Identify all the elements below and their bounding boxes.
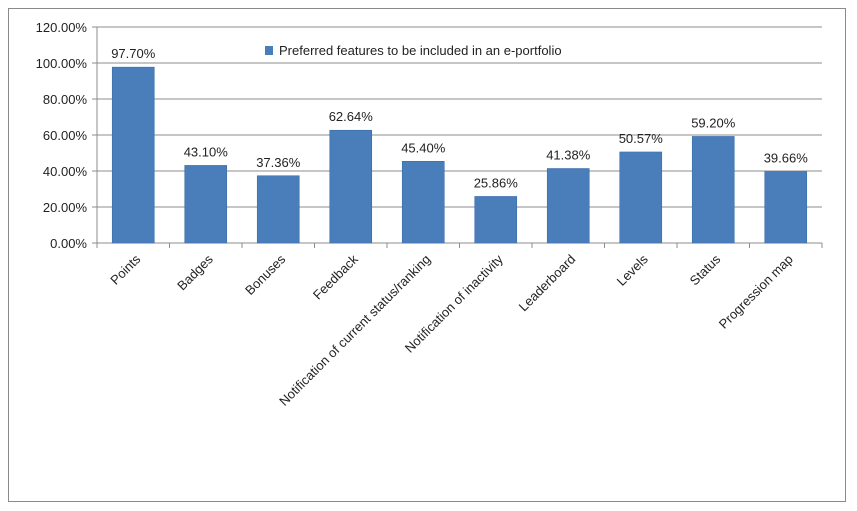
bar	[256, 175, 300, 244]
category-label: Leaderboard	[516, 252, 579, 315]
bar	[111, 66, 155, 244]
y-tick-label: 60.00%	[43, 128, 88, 143]
bars	[111, 66, 808, 244]
category-label: Status	[687, 251, 724, 288]
data-label: 45.40%	[401, 140, 446, 155]
bar	[329, 129, 373, 244]
bar	[619, 151, 663, 244]
legend-swatch	[265, 46, 273, 55]
category-labels: Points Badges Bonuses FeedbackNotification …	[107, 251, 796, 409]
data-label: 37.36%	[256, 155, 301, 170]
category-label: Notification of current status/ranking	[276, 252, 433, 409]
y-tick-label: 80.00%	[43, 92, 88, 107]
bar	[184, 165, 228, 244]
bar	[401, 160, 445, 244]
data-label: 97.70%	[111, 46, 156, 61]
category-label: Levels	[614, 251, 652, 289]
y-tick-label: 120.00%	[36, 20, 88, 35]
bar	[546, 168, 590, 244]
y-tick-label: 40.00%	[43, 164, 88, 179]
y-tick-label: 0.00%	[50, 236, 87, 251]
category-label: Badges	[174, 251, 216, 293]
bar	[691, 136, 735, 244]
category-label: Feedback	[310, 251, 361, 302]
legend-label: Preferred features to be included in an …	[279, 43, 562, 58]
y-tick-label: 20.00%	[43, 200, 88, 215]
category-label: Progression map	[716, 252, 796, 332]
data-label: 62.64%	[329, 109, 374, 124]
y-tick-label: 100.00%	[36, 56, 88, 71]
data-label: 39.66%	[764, 151, 809, 166]
category-label: Points	[107, 251, 144, 288]
bar	[764, 171, 808, 244]
data-label: 50.57%	[619, 131, 664, 146]
data-labels: 97.70% 43.10% 37.36% 62.64% 45.40% 25.86% 41.3…	[111, 46, 808, 190]
data-label: 41.38%	[546, 148, 591, 163]
data-label: 25.86%	[474, 175, 519, 190]
bar	[474, 196, 518, 244]
data-label: 43.10%	[184, 144, 229, 159]
legend: Preferred features to be included in an …	[265, 43, 562, 58]
data-label: 59.20%	[691, 115, 736, 130]
category-label: Bonuses	[242, 251, 289, 298]
